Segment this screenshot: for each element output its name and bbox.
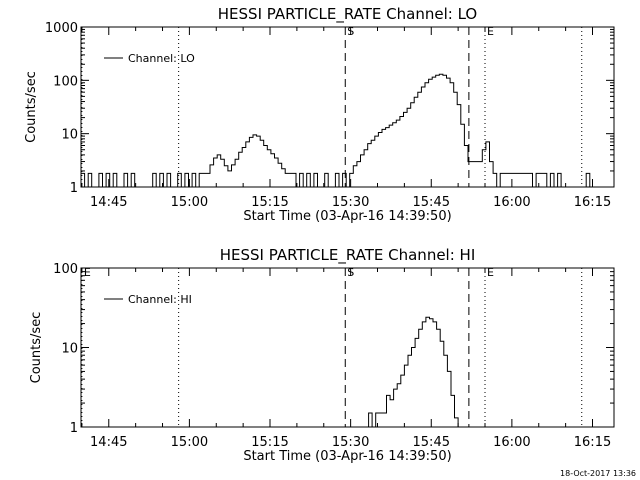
x-tick-label: 14:45 — [90, 435, 127, 450]
time-marker-label: E — [487, 25, 494, 38]
series-line — [81, 73, 591, 188]
y-tick-label: 1 — [70, 181, 78, 196]
y-tick-label: 10 — [61, 342, 78, 357]
time-marker-label: S — [347, 266, 354, 279]
x-tick-label: 15:15 — [251, 195, 288, 210]
x-tick-label: 15:30 — [332, 435, 369, 450]
x-tick-label: 16:00 — [493, 435, 530, 450]
time-marker-label: S — [347, 25, 354, 38]
plot-frame — [80, 26, 615, 188]
chart-title: HESSI PARTICLE_RATE Channel: LO — [218, 5, 477, 24]
x-tick-label: 16:15 — [574, 195, 611, 210]
y-tick-label: 1 — [70, 421, 78, 436]
legend-label: Channel: HI — [128, 293, 192, 306]
y-axis-label: Counts/sec — [24, 71, 39, 143]
x-tick-label: 15:00 — [171, 435, 208, 450]
plot-frame — [80, 267, 615, 428]
x-tick-label: 14:45 — [90, 195, 127, 210]
chart-panel-1: HESSI PARTICLE_RATE Channel: LO 1 10 100 100… — [24, 5, 615, 224]
x-tick-label: 16:15 — [574, 435, 611, 450]
x-tick-label: 15:15 — [251, 435, 288, 450]
x-tick-label: 15:00 — [171, 195, 208, 210]
y-axis-label: Counts/sec — [29, 312, 44, 384]
y-tick-label: 100 — [53, 262, 78, 277]
legend-label: Channel: LO — [128, 52, 195, 65]
chart-title: HESSI PARTICLE_RATE Channel: HI — [220, 246, 476, 265]
x-tick-label: 15:45 — [413, 195, 450, 210]
chart-panel-2: HESSI PARTICLE_RATE Channel: HI 1 10 100 14:… — [29, 246, 615, 464]
time-marker-label: E — [84, 266, 91, 279]
series-line — [365, 316, 459, 428]
x-tick-label: 15:45 — [413, 435, 450, 450]
y-tick-label: 1000 — [45, 21, 78, 36]
x-tick-label: 15:30 — [332, 195, 369, 210]
footer-timestamp: 18-Oct-2017 13:36 — [560, 469, 636, 478]
y-tick-label: 10 — [61, 128, 78, 143]
x-axis-label: Start Time (03-Apr-16 14:39:50) — [243, 209, 451, 224]
x-axis-label: Start Time (03-Apr-16 14:39:50) — [243, 449, 451, 464]
time-marker-label: E — [487, 266, 494, 279]
x-tick-label: 16:00 — [493, 195, 530, 210]
y-tick-label: 100 — [53, 74, 78, 89]
